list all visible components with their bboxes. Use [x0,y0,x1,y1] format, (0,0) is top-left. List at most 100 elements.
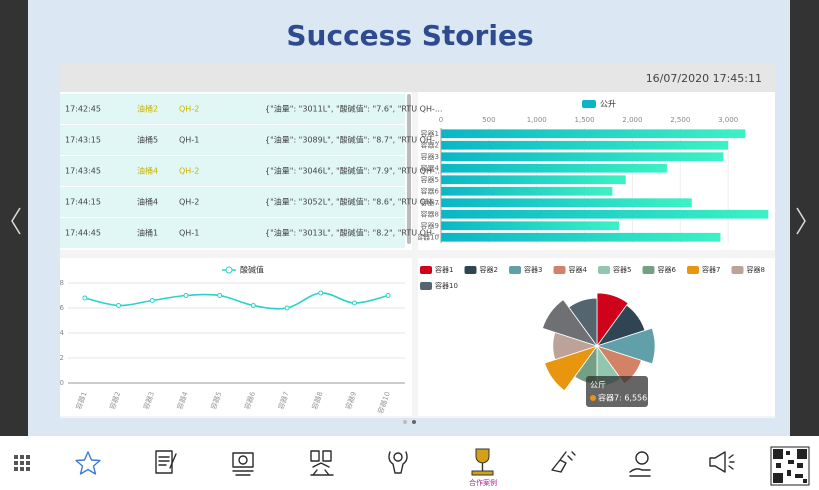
y-tick-label: 容器9 [421,221,439,230]
page-title: Success Stories [286,19,533,52]
table-cell: QH-2 [179,167,199,176]
nav-star-icon[interactable] [75,451,101,475]
legend-swatch [509,266,521,274]
x-tick-label: 1,500 [575,116,595,124]
legend-label: 容器3 [524,265,542,274]
y-tick-label: 容器8 [421,209,439,218]
nav-scroll-icon[interactable] [155,450,177,474]
tooltip-box [586,376,648,407]
line-point [183,293,189,298]
line-series [84,292,389,310]
table-cell: {"油量": "3046L", "酸碱值": "7.9", "RTU QH-..… [265,166,442,176]
legend-label: 容器7 [702,265,720,274]
pie-slice [543,345,599,392]
nav-menu-icon[interactable] [14,455,30,471]
table-cell: {"油量": "3052L", "酸碱值": "8.6", "RTU QH-..… [265,197,442,207]
line-point [250,303,256,308]
legend-marker [225,266,233,274]
pager-dot[interactable] [412,420,416,424]
y-tick-label: 0 [60,379,64,387]
legend-swatch [464,266,477,274]
line-point [217,293,223,298]
y-tick-label: 容器4 [421,163,440,172]
legend-label: 公升 [600,100,616,109]
y-tick-label: 8 [60,279,64,287]
x-tick-label: 3,000 [718,116,738,124]
legend-label: 容器1 [435,265,453,274]
bar [441,209,769,219]
table-row [60,187,405,217]
table-cell: 17:42:45 [65,105,101,114]
table-cell: {"油量": "3011L", "酸碱值": "7.6", "RTU QH-..… [265,104,442,114]
pie-slice [568,297,598,348]
table-row [60,125,405,155]
bar [441,221,620,231]
table-cell: QH-1 [179,229,199,238]
bar [441,175,626,185]
nav-gesture-icon[interactable] [551,451,576,473]
line-point [82,295,88,301]
right-sidebar [790,0,819,436]
nav-strength-icon[interactable] [388,451,408,474]
legend-label: 酸碱值 [240,265,264,275]
table-cell: 油桶4 [137,197,158,207]
bar [441,140,729,150]
line-point [351,300,357,306]
tooltip-title: 公斤 [590,380,606,390]
nav-active-label[interactable]: 合作案例 [469,478,497,487]
table-cell: 17:44:45 [65,229,101,238]
legend-swatch [687,266,699,274]
nav-team-icon[interactable] [310,450,334,476]
legend-label: 容器8 [747,265,765,274]
y-tick-label: 容器10 [416,232,439,241]
y-tick-label: 容器5 [421,175,439,184]
table-cell: 油桶4 [137,166,158,176]
y-tick-label: 容器6 [421,186,440,195]
line-point [318,290,324,296]
x-tick-label: 2,500 [670,116,690,124]
bar-chart: 公升 0 500 1,000 1,500 2,000 2,500 3,000 容器1 容器2 容器3… [416,100,769,243]
tooltip-label: 容器7: 6,556 [598,393,647,403]
next-arrow[interactable] [796,207,806,235]
y-tick-label: 6 [60,304,65,312]
y-tick-label: 容器1 [421,129,439,138]
legend-swatch [420,282,432,290]
legend-swatch [582,100,596,108]
table-row [60,94,405,124]
table-cell: {"油量": "3013L", "酸碱值": "8.2", "RTU QH-..… [265,228,442,238]
nav-megaphone-icon[interactable] [709,451,735,473]
table-row [60,156,405,186]
y-tick-label: 2 [60,354,64,362]
prev-arrow[interactable] [11,207,21,235]
scrollbar[interactable] [407,94,411,244]
x-tick-label: 1,000 [527,116,547,124]
qr-code[interactable] [770,446,810,486]
line-point [284,305,290,311]
tooltip-dot [590,395,596,401]
table-cell: 17:43:45 [65,167,101,176]
table-cell: 17:43:15 [65,136,101,145]
log-table: 17:42:45 油桶2 QH-2 {"油量": "3011L", "酸碱值": "7… [60,94,442,248]
table-cell: QH-1 [179,136,199,145]
y-tick-label: 容器2 [421,140,439,149]
nav-care-icon[interactable] [629,451,651,477]
pie-slice [595,327,656,365]
bar [441,129,746,139]
pie-slice [541,299,599,347]
x-tick-label: 2,000 [622,116,642,124]
line-point [116,303,122,308]
table-cell: 油桶1 [137,228,158,238]
dashboard-header [60,64,775,92]
nav-trophy-icon[interactable] [471,448,494,476]
table-cell: QH-2 [179,105,199,114]
timestamp: 16/07/2020 17:45:11 [646,72,762,85]
pager-dot[interactable] [403,420,407,424]
bar [441,198,692,208]
x-tick-label: 0 [439,116,443,124]
table-row [60,218,405,248]
legend-label: 容器10 [435,281,458,290]
line-panel [60,258,412,416]
nav-money-icon[interactable] [232,452,254,476]
